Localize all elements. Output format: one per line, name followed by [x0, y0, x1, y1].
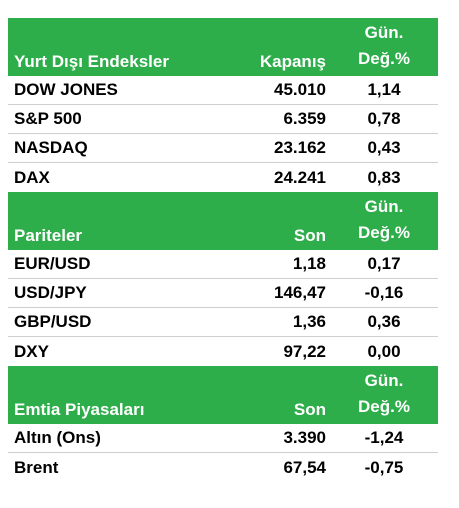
row-value: 3.390 — [283, 428, 326, 447]
row-name: EUR/USD — [14, 254, 91, 273]
row-name: DAX — [14, 167, 50, 187]
row-name: Brent — [14, 457, 59, 477]
column-header-daily-change-line2: Değ.% — [358, 223, 410, 242]
row-change: -1,24 — [364, 428, 404, 447]
row-value: 146,47 — [274, 283, 326, 302]
table-row: USD/JPY 146,47 -0,16 — [8, 279, 438, 308]
section-header-foreign-indices: Yurt Dışı Endeksler Kapanış Gün. Değ.% — [8, 18, 438, 76]
row-value: 24.241 — [274, 167, 326, 187]
column-header-daily-change-line1: Gün. — [364, 23, 404, 42]
table-row: Brent 67,54 -0,75 — [8, 453, 438, 482]
table-row: Altın (Ons) 3.390 -1,24 — [8, 424, 438, 453]
column-header-daily-change: Gün. Değ.% — [330, 194, 438, 250]
table-row: S&P 500 6.359 0,78 — [8, 105, 438, 134]
column-header-daily-change: Gün. Değ.% — [330, 20, 438, 76]
row-value: 45.010 — [274, 80, 326, 99]
row-name: GBP/USD — [14, 312, 92, 331]
row-value: 97,22 — [283, 341, 326, 361]
column-header-daily-change-line2: Değ.% — [358, 49, 410, 68]
row-name: DOW JONES — [14, 80, 118, 99]
section-title: Yurt Dışı Endeksler — [14, 52, 169, 71]
column-header-daily-change-line1: Gün. — [364, 197, 404, 216]
row-name: USD/JPY — [14, 283, 87, 302]
row-value: 1,18 — [292, 254, 326, 273]
section-title: Emtia Piyasaları — [14, 400, 145, 419]
row-change: 0,83 — [367, 167, 401, 187]
row-name: NASDAQ — [14, 138, 88, 157]
section-title: Pariteler — [14, 226, 83, 245]
row-name: Altın (Ons) — [14, 428, 101, 447]
column-header-close: Kapanış — [259, 52, 326, 71]
row-change: -0,75 — [364, 457, 404, 477]
row-value: 23.162 — [274, 138, 326, 157]
column-header-daily-change: Gün. Değ.% — [330, 368, 438, 424]
row-change: 0,17 — [367, 254, 401, 273]
row-change: 0,78 — [367, 109, 401, 128]
table-row: NASDAQ 23.162 0,43 — [8, 134, 438, 163]
row-name: S&P 500 — [14, 109, 82, 128]
section-header-commodities: Emtia Piyasaları Son Gün. Değ.% — [8, 366, 438, 424]
market-table: Yurt Dışı Endeksler Kapanış Gün. Değ.% D… — [8, 18, 438, 482]
row-change: -0,16 — [364, 283, 404, 302]
row-change: 1,14 — [367, 80, 401, 99]
row-value: 1,36 — [292, 312, 326, 331]
column-header-daily-change-line1: Gün. — [364, 371, 404, 390]
table-row: EUR/USD 1,18 0,17 — [8, 250, 438, 279]
row-value: 6.359 — [283, 109, 326, 128]
column-header-last: Son — [293, 400, 326, 419]
column-header-last: Son — [293, 226, 326, 245]
row-change: 0,00 — [367, 341, 401, 361]
table-row: GBP/USD 1,36 0,36 — [8, 308, 438, 337]
row-change: 0,36 — [367, 312, 401, 331]
row-name: DXY — [14, 341, 49, 361]
section-header-currency-pairs: Pariteler Son Gün. Değ.% — [8, 192, 438, 250]
column-header-daily-change-line2: Değ.% — [358, 397, 410, 416]
table-row: DAX 24.241 0,83 — [8, 163, 438, 192]
row-change: 0,43 — [367, 138, 401, 157]
row-value: 67,54 — [283, 457, 326, 477]
table-row: DOW JONES 45.010 1,14 — [8, 76, 438, 105]
table-row: DXY 97,22 0,00 — [8, 337, 438, 366]
